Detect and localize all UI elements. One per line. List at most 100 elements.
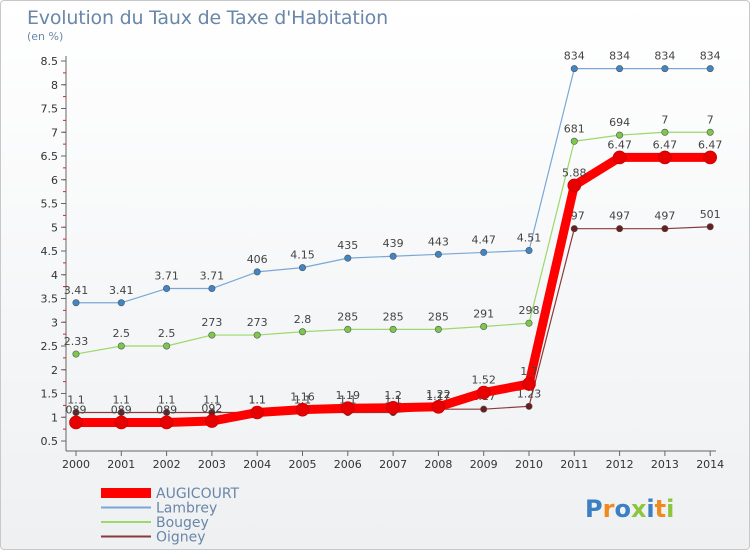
legend-label: AUGICOURT	[156, 486, 240, 502]
y-tick-label: 8.5	[41, 55, 59, 68]
data-point	[163, 342, 171, 350]
data-point	[295, 402, 310, 417]
x-tick-label: 2001	[107, 458, 135, 471]
y-tick-label: 4	[51, 269, 58, 282]
y-tick-label: 3.5	[41, 293, 59, 306]
proxiti-logo: Proxiti	[585, 495, 674, 523]
logo-letter: x	[631, 495, 647, 523]
data-point	[480, 248, 488, 256]
data-point	[525, 319, 533, 327]
x-tick-label: 2005	[289, 458, 317, 471]
x-tick-label: 2004	[243, 458, 271, 471]
logo-letter: t	[655, 495, 666, 523]
y-tick-label: 2	[51, 364, 58, 377]
data-label: 1.1	[158, 394, 176, 407]
data-label: 1.1	[203, 394, 221, 407]
data-point	[117, 342, 125, 350]
data-point	[253, 268, 261, 276]
data-label: 089	[156, 403, 177, 416]
logo-letter: i	[666, 495, 674, 523]
data-label: 694	[609, 116, 630, 129]
data-label: 273	[247, 316, 268, 329]
data-label: 7	[707, 113, 714, 126]
data-point	[661, 225, 669, 233]
x-tick-label: 2002	[153, 458, 181, 471]
data-point	[525, 247, 533, 255]
data-point	[567, 178, 582, 193]
data-label: 497	[609, 210, 630, 223]
x-tick-label: 2003	[198, 458, 226, 471]
data-point	[706, 65, 714, 73]
data-point	[616, 225, 624, 233]
x-tick-label: 2012	[606, 458, 634, 471]
data-label: 1.19	[336, 389, 361, 402]
data-point	[480, 323, 488, 331]
data-point	[72, 350, 80, 358]
data-label: 6.47	[607, 138, 632, 151]
series-bougey: 2.33 2.5 2.5 273 273 2.8 285 285 285 291 298 681 694…	[64, 113, 714, 358]
legend-item-lambrey: Lambrey	[101, 501, 217, 517]
data-point	[117, 299, 125, 307]
data-label: 435	[337, 239, 358, 252]
data-point	[661, 128, 669, 136]
data-point	[114, 415, 129, 430]
logo-letter: i	[646, 495, 654, 523]
data-point	[431, 399, 446, 414]
data-point	[389, 252, 397, 260]
data-label: 1.22	[426, 388, 451, 401]
data-label: 3.71	[200, 270, 225, 283]
y-tick-label: 8	[51, 79, 58, 92]
x-tick-label: 2011	[560, 458, 588, 471]
data-label: 089	[66, 403, 87, 416]
data-label: 1.7	[520, 365, 538, 378]
series-line	[75, 67, 711, 304]
chart-title: Evolution du Taux de Taxe d'Habitation	[27, 7, 388, 29]
data-point	[386, 400, 400, 415]
legend-item-oigney: Oigney	[101, 530, 206, 546]
legend-label: Lambrey	[156, 501, 217, 517]
data-label: 443	[428, 235, 449, 248]
data-label: 1.1	[294, 394, 312, 407]
data-label: 2.5	[113, 327, 131, 340]
data-label: 1.17	[426, 390, 451, 403]
x-tick-label: 2010	[515, 458, 543, 471]
legend-label: Bougey	[156, 515, 209, 531]
data-point	[298, 264, 306, 272]
x-tick-label: 2008	[424, 458, 452, 471]
data-label: 681	[564, 122, 585, 135]
data-point	[570, 225, 578, 233]
data-point	[434, 325, 442, 333]
data-label: 092	[201, 402, 222, 415]
data-point	[476, 385, 491, 400]
data-label: 4.47	[471, 233, 496, 246]
data-label: 1.52	[471, 374, 496, 387]
data-point	[208, 331, 216, 339]
x-tick-label: 2000	[62, 458, 90, 471]
data-point	[661, 65, 669, 73]
data-point	[612, 150, 627, 165]
y-tick-label: 6	[51, 174, 58, 187]
legend-label: Oigney	[156, 530, 206, 546]
y-tick-label: 5.5	[41, 198, 59, 211]
data-label: 2.5	[158, 327, 176, 340]
data-label: 2.33	[64, 335, 89, 348]
y-tick-label: 5	[51, 221, 58, 234]
data-label: 3.71	[154, 270, 179, 283]
logo-letter: P	[585, 495, 603, 523]
data-point	[706, 223, 714, 231]
data-label: 3.41	[109, 284, 134, 297]
x-tick-label: 2007	[379, 458, 407, 471]
data-point	[344, 254, 352, 262]
logo-letter: o	[614, 495, 631, 523]
series-lambrey: 3.41 3.41 3.71 3.71 406 4.15 435 439 443 4.47 4.51…	[64, 50, 721, 307]
data-point	[658, 150, 672, 165]
y-tick-label: 7.5	[41, 103, 59, 116]
y-tick-label: 2.5	[41, 340, 59, 353]
data-point	[434, 250, 442, 258]
data-label: 1.16	[290, 391, 315, 404]
data-point	[250, 405, 265, 420]
data-point	[344, 325, 352, 333]
